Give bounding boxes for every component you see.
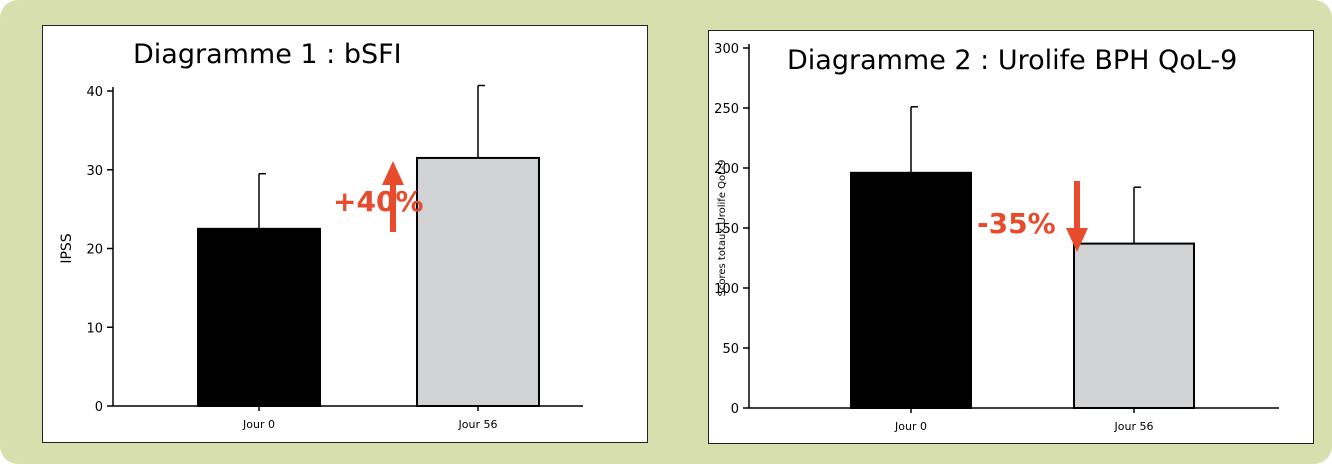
bar-jour-56 — [1073, 242, 1195, 409]
y-tick-label: 20 — [86, 243, 103, 258]
y-tick-label: 150 — [714, 222, 739, 237]
y-tick-label: 40 — [86, 85, 103, 100]
change-annotation: -35% — [977, 207, 1056, 240]
chart-panel-2: 0 50 100 150 200 250 300 Jour 0 Jour 56 Diagramme… — [708, 30, 1314, 444]
bar-jour-0 — [850, 171, 972, 409]
change-annotation: +40% — [333, 185, 423, 218]
y-tick-label: 300 — [714, 42, 739, 57]
arrow-down-icon — [1074, 181, 1080, 230]
y-tick-label: 250 — [714, 102, 739, 117]
chart-title: Diagramme 2 : Urolife BPH QoL-9 — [787, 45, 1237, 76]
arrow-up-icon — [390, 183, 396, 232]
y-tick-label: 0 — [731, 402, 739, 417]
x-tick-label: Jour 56 — [458, 418, 498, 431]
bar-chart-urolife: 0 50 100 150 200 250 300 Jour 0 Jour 56 Diagramme… — [714, 42, 1279, 433]
arrow-down-head-icon — [1066, 228, 1088, 252]
x-tick-label: Jour 0 — [894, 420, 927, 433]
y-axis-label: Scores totaux Urolife QoL-9 — [717, 159, 728, 296]
bar-jour-56 — [416, 156, 540, 407]
y-tick-label: 100 — [714, 282, 739, 297]
bar-jour-0 — [197, 227, 321, 407]
y-tick-label: 0 — [95, 400, 103, 415]
y-axis-label: IPSS — [59, 233, 75, 263]
y-tick-label: 10 — [86, 321, 103, 336]
bar-chart-bsfi: 0 10 20 30 40 Jour 0 Jour 56 Diagramme 1 : bSFI… — [59, 39, 583, 431]
y-tick-label: 50 — [722, 342, 739, 357]
arrow-up-head-icon — [382, 161, 404, 185]
x-tick-label: Jour 0 — [242, 418, 275, 431]
chart-panel-1: 0 10 20 30 40 Jour 0 Jour 56 Diagramme 1 : bSFI… — [42, 25, 648, 443]
x-tick-label: Jour 56 — [1114, 420, 1154, 433]
y-tick-label: 200 — [714, 162, 739, 177]
y-tick-label: 30 — [86, 164, 103, 179]
chart-title: Diagramme 1 : bSFI — [133, 39, 402, 70]
